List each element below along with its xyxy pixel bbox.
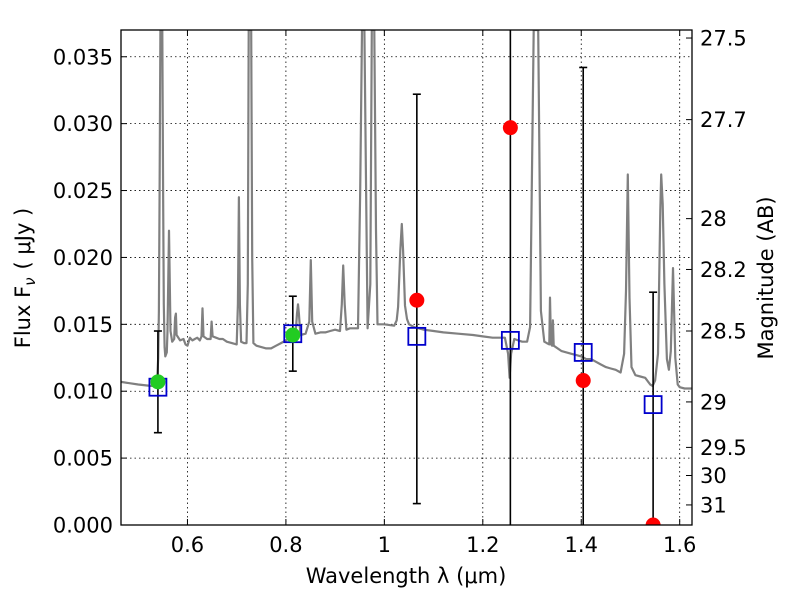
x-tick-label: 1: [378, 533, 391, 557]
y-tick-label: 0.035: [53, 45, 113, 69]
y2-tick-label: 29: [700, 390, 727, 414]
sed-model-line: [121, 30, 692, 390]
detection-point: [285, 327, 301, 343]
model-photometry-square: [407, 326, 427, 346]
measurement-point: [575, 373, 591, 389]
y2-tick-label: 27.7: [700, 108, 747, 132]
model-photometry-square: [643, 395, 663, 414]
y2-tick-label: 31: [700, 493, 727, 517]
y-axis-title: Flux Fν ( μJy ): [11, 208, 39, 349]
y2-tick-label: 30: [700, 464, 727, 488]
y-tick-label: 0.005: [53, 447, 113, 471]
grid-lines: [121, 30, 692, 526]
svg-text:Flux Fν( μJy ): Flux Fν ( μJy ): [11, 208, 39, 349]
y2-tick-label: 28.5: [700, 320, 747, 344]
y-axis-title-subscript: ν: [21, 277, 39, 285]
model-photometry-square: [573, 343, 593, 362]
x-tick-label: 1.6: [663, 533, 696, 557]
detection-point: [150, 374, 166, 390]
y-axis-title-main: Flux F: [11, 286, 35, 348]
y-tick-label: 0.000: [53, 514, 113, 538]
y2-axis-title: Magnitude (AB): [754, 196, 778, 359]
plot-frame: [120, 29, 693, 526]
y2-tick-label: 28: [700, 207, 727, 231]
plot-area: [121, 30, 692, 525]
measurement-point: [502, 120, 518, 136]
x-tick-label: 0.6: [171, 533, 204, 557]
axes: 0.6 0.8 1 1.2 1.4 1.6 0.000 0.005 0.010 0.015 0.02…: [53, 27, 747, 557]
measurement-point: [645, 517, 661, 525]
x-tick-label: 1.4: [565, 533, 598, 557]
y2-tick-label: 28.2: [700, 258, 747, 282]
y-tick-label: 0.030: [53, 112, 113, 136]
x-tick-label: 1.2: [466, 533, 499, 557]
y2-tick-label: 29.5: [700, 436, 747, 460]
measurement-point: [409, 292, 425, 308]
x-axis-title: Wavelength λ (μm): [306, 564, 507, 588]
y-tick-label: 0.020: [53, 246, 113, 270]
y-axis-title-unit: ( μJy ): [11, 208, 35, 270]
y-tick-label: 0.010: [53, 380, 113, 404]
x-tick-label: 0.8: [269, 533, 302, 557]
y-tick-label: 0.025: [53, 179, 113, 203]
y2-tick-label: 27.5: [700, 27, 747, 51]
model-photometry-square: [500, 330, 520, 350]
y-tick-label: 0.015: [53, 313, 113, 337]
